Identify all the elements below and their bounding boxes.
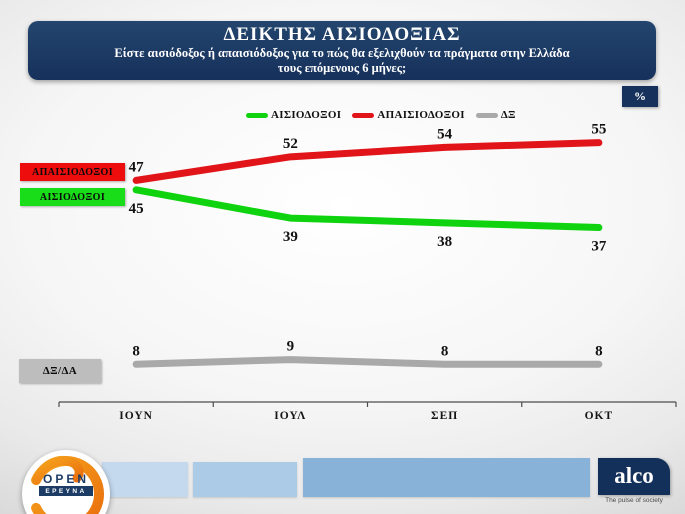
alco-tagline: The pulse of society (605, 497, 663, 504)
open-wordmark: OPEN (42, 472, 89, 486)
data-point-label: 9 (287, 339, 295, 355)
legend-label: ΔΞ (500, 109, 516, 121)
legend-item-optimists: ΑΙΣΙΟΔΟΞΟΙ (246, 109, 341, 121)
series-label-pessimists-box: ΑΠΑΙΣΙΟΔΟΞΟΙ (20, 163, 125, 181)
series-line (132, 186, 603, 232)
data-point-label: 45 (129, 201, 144, 217)
series-line (132, 356, 603, 368)
chart-legend: ΑΙΣΙΟΔΟΞΟΙ ΑΠΑΙΣΙΟΔΟΞΟΙ ΔΞ (246, 109, 516, 121)
legend-line-swatch-green-icon (246, 112, 268, 118)
data-point-label: 54 (437, 126, 453, 142)
open-ereyna-logo: OPEN ΕΡΕΥΝΑ (18, 446, 114, 514)
x-axis-label: ΙΟΥΝ (119, 410, 153, 422)
data-point-label: 55 (591, 122, 606, 138)
series-line (132, 139, 603, 184)
series-label-dk-box: ΔΞ/ΔΑ (19, 359, 101, 383)
header-panel: ΔΕΙΚΤΗΣ ΑΙΣΙΟΔΟΞΙΑΣ Είστε αισιόδοξος ή α… (28, 21, 656, 80)
series-label-optimists-box: ΑΙΣΙΟΔΟΞΟΙ (20, 188, 125, 206)
page-subtitle-line1: Είστε αισιόδοξος ή απαισιόδοξος για το π… (114, 46, 570, 60)
data-point-label: 52 (283, 136, 298, 152)
footer-bar-1 (102, 462, 188, 497)
data-point-label: 37 (591, 239, 607, 255)
alco-wordmark: alco (614, 463, 654, 488)
alco-logo: alco (598, 458, 670, 495)
legend-label: ΑΙΣΙΟΔΟΞΟΙ (271, 109, 342, 121)
x-axis-label: ΣΕΠ (431, 410, 458, 422)
legend-line-swatch-gray-icon (475, 112, 498, 118)
data-point-label: 39 (283, 229, 298, 245)
legend-line-swatch-red-icon (352, 112, 375, 118)
footer-bar-2 (193, 462, 297, 497)
data-point-label: 8 (595, 343, 603, 359)
footer-bar-3 (303, 458, 590, 497)
open-swirl-icon (22, 450, 110, 514)
page-title: ΔΕΙΚΤΗΣ ΑΙΣΙΟΔΟΞΙΑΣ (223, 24, 461, 45)
data-point-label: 38 (437, 234, 452, 250)
ereyna-badge: ΕΡΕΥΝΑ (39, 486, 93, 496)
x-axis-label: ΙΟΥΛ (274, 410, 306, 422)
data-point-label: 8 (441, 343, 449, 359)
percent-badge: % (622, 86, 658, 107)
data-point-label: 47 (129, 159, 145, 175)
legend-item-dk: ΔΞ (475, 109, 516, 121)
legend-label: ΑΠΑΙΣΙΟΔΟΞΟΙ (377, 109, 465, 121)
x-axis-label: ΟΚΤ (585, 410, 614, 422)
data-point-label: 8 (132, 343, 140, 359)
page-subtitle-line2: τους επόμενους 6 μήνες; (277, 61, 407, 75)
legend-item-pessimists: ΑΠΑΙΣΙΟΔΟΞΟΙ (352, 109, 465, 121)
